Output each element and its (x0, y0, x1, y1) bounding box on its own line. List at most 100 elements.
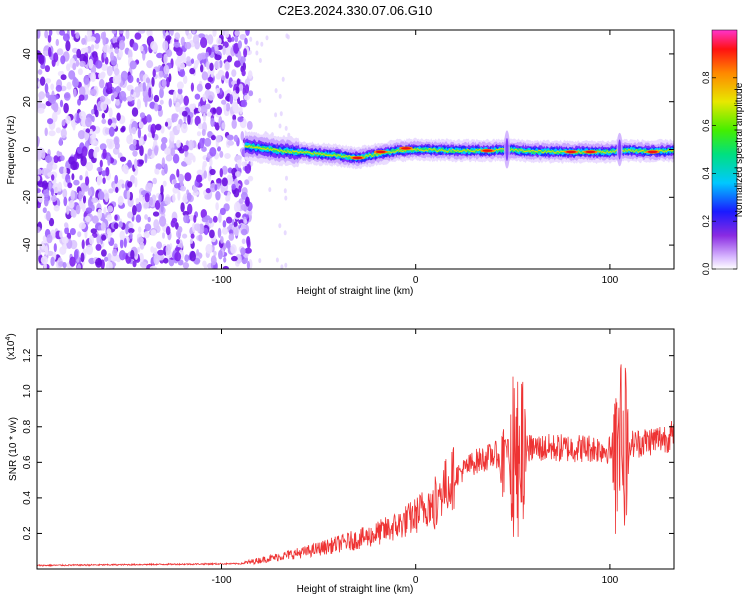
noise-blob (107, 205, 114, 213)
noise-blob (226, 55, 233, 63)
noise-blob (284, 125, 288, 131)
noise-blob (176, 139, 181, 148)
noise-blob (235, 211, 241, 218)
colorbar-label: Normalized spectral amplitude (734, 82, 745, 217)
noise-blob (139, 112, 146, 119)
noise-blob (61, 236, 69, 244)
noise-blob (219, 87, 223, 95)
ridge-band (244, 144, 674, 161)
noise-blob (89, 235, 94, 245)
noise-blob (210, 68, 214, 79)
noise-blob (55, 38, 59, 47)
noise-blob (224, 30, 230, 38)
noise-blob (59, 246, 67, 255)
spectrogram-y-tick-label: -40 (22, 237, 33, 252)
noise-blob (207, 34, 214, 45)
noise-blob (161, 157, 166, 168)
noise-blob (225, 240, 231, 249)
noise-blob (139, 241, 145, 250)
noise-blob (88, 36, 97, 42)
noise-blob (65, 205, 70, 215)
noise-blob (135, 197, 140, 204)
snr-y-tick-label: 0.8 (22, 419, 33, 433)
noise-blob (249, 36, 253, 42)
noise-blob (195, 174, 203, 183)
noise-blob (229, 94, 234, 105)
noise-blob (237, 50, 242, 61)
noise-blob (52, 102, 59, 113)
noise-blob (115, 85, 121, 94)
noise-blob (231, 119, 237, 129)
noise-blob (183, 214, 189, 224)
spectrogram-signal-ridge (244, 130, 674, 170)
noise-blob (154, 103, 159, 112)
noise-blob (192, 34, 200, 45)
noise-blob (96, 175, 103, 184)
noise-blob (95, 243, 102, 251)
noise-blob (174, 32, 181, 40)
noise-blob (265, 35, 269, 41)
noise-blob (142, 81, 146, 92)
noise-blob (241, 69, 246, 77)
noise-blob (184, 254, 190, 262)
noise-blob (190, 233, 195, 239)
noise-blob (60, 74, 67, 81)
noise-blob (172, 153, 180, 164)
noise-blob (46, 162, 53, 173)
noise-blob (274, 112, 278, 118)
noise-blob (163, 257, 169, 264)
noise-blob (157, 254, 165, 261)
noise-blob (163, 53, 168, 65)
noise-blob (210, 135, 216, 141)
noise-blob (40, 63, 46, 70)
noise-blob (59, 30, 66, 36)
noise-blob (153, 94, 160, 103)
noise-blob (224, 61, 230, 71)
noise-blob (165, 35, 172, 41)
noise-blob (221, 165, 228, 175)
noise-blob (134, 32, 142, 40)
noise-blob (234, 60, 241, 68)
noise-blob (278, 93, 282, 99)
noise-blob (115, 99, 120, 106)
noise-blob (91, 115, 95, 123)
noise-blob (66, 81, 72, 90)
noise-blob (209, 168, 216, 176)
noise-blob (155, 168, 160, 175)
noise-blob (46, 210, 51, 222)
noise-blob (84, 215, 91, 223)
noise-blob (150, 41, 158, 51)
noise-blob (83, 75, 90, 85)
noise-blob (238, 185, 242, 193)
noise-blob (187, 114, 191, 125)
noise-blob (55, 127, 62, 134)
noise-blob (234, 226, 239, 237)
noise-blob (159, 216, 167, 227)
noise-blob (245, 30, 250, 36)
noise-blob (138, 137, 144, 148)
noise-blob (110, 254, 118, 262)
noise-blob (101, 170, 107, 177)
noise-blob (218, 212, 222, 223)
noise-blob (144, 223, 152, 232)
noise-blob (50, 256, 55, 267)
noise-blob (46, 250, 54, 256)
noise-blob (112, 35, 119, 45)
noise-blob (244, 219, 248, 224)
noise-blob (41, 149, 46, 159)
noise-blob (235, 171, 241, 178)
snr-scale-close: ) (6, 333, 17, 336)
noise-blob (72, 62, 77, 71)
noise-blob (221, 99, 227, 105)
noise-blob (47, 34, 52, 43)
noise-blob (176, 123, 181, 131)
noise-blob (70, 209, 75, 217)
noise-blob (214, 54, 222, 61)
noise-blob (233, 187, 240, 198)
noise-blob (187, 203, 193, 215)
noise-blob (147, 216, 151, 223)
spectrogram-y-tick-label: 40 (22, 48, 33, 60)
noise-blob (222, 220, 227, 228)
noise-blob (49, 95, 57, 104)
noise-blob (233, 221, 238, 228)
